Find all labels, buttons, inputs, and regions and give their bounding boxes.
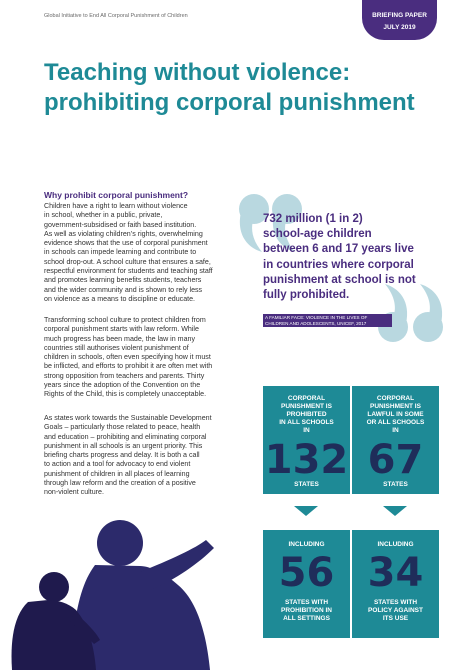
stat-caption: STATES WITH PROHIBITION IN ALL SETTINGS <box>267 599 346 623</box>
quote-line: punishment at school is not <box>263 273 416 286</box>
quote-line: between 6 and 17 years live <box>263 243 414 256</box>
text-line: to action and a tool for advocacy to end… <box>44 460 191 469</box>
paragraph-3: As states work towards the Sustainable D… <box>44 414 252 498</box>
text-line: in school, whether in a public, private, <box>44 211 163 220</box>
text-line: children in schools, often even specifyi… <box>44 353 211 362</box>
text-line: punishment of children in all places of … <box>44 469 190 478</box>
caption-line: CORPORAL <box>376 395 415 402</box>
text-line: government-subsidised or faith based ins… <box>44 220 197 229</box>
quote-line: in countries where corporal <box>263 258 414 271</box>
text-line: and education – prohibiting and eliminat… <box>44 432 207 441</box>
text-line: much progress has been made, the law in … <box>44 334 196 343</box>
caption-line: OR ALL SCHOOLS <box>366 419 425 426</box>
stat-caption: STATES <box>356 481 435 489</box>
text-line: on violence as a means to discipline or … <box>44 294 196 303</box>
page-title: Teaching without violence: prohibiting c… <box>44 58 444 118</box>
stat-box-all-settings: INCLUDING 56 STATES WITH PROHIBITION IN … <box>263 530 350 638</box>
text-line: As states work towards the Sustainable D… <box>44 414 212 422</box>
text-line: and the wider community and is shown to … <box>44 285 203 294</box>
caption-line: STATES <box>383 481 408 488</box>
caption-line: POLICY AGAINST <box>368 607 423 614</box>
caption-line: STATES WITH <box>373 599 418 606</box>
text-line: in schools can impede learning and contr… <box>44 248 197 257</box>
caption-line: PROHIBITED <box>286 411 327 418</box>
caption-line: ALL SETTINGS <box>283 615 330 622</box>
child-silhouette <box>11 572 100 670</box>
briefing-badge: BRIEFING PAPER JULY 2019 <box>362 0 437 40</box>
caption-line: ITS USE <box>382 615 409 622</box>
text-line: punishment in all schools is an urgent p… <box>44 441 203 450</box>
section-heading: Why prohibit corporal punishment? <box>44 190 189 200</box>
caption-line: PUNISHMENT IS <box>281 403 332 410</box>
stat-caption: INCLUDING <box>356 541 435 549</box>
quote-line: fully prohibited. <box>263 289 350 302</box>
caption-line: INCLUDING <box>377 541 414 548</box>
down-arrow-icon <box>383 506 407 516</box>
caption-line: IN <box>303 427 310 434</box>
text-line: strong opposition from teachers and pare… <box>44 371 205 380</box>
paragraph-2: Transforming school culture to protect c… <box>44 316 252 400</box>
text-line: Children have a right to learn without v… <box>44 202 188 210</box>
text-line: through law reform and the creation of a… <box>44 479 196 488</box>
caption-line: PUNISHMENT IS <box>370 403 421 410</box>
stat-box-policy: INCLUDING 34 STATES WITH POLICY AGAINST … <box>352 530 439 638</box>
adult-silhouette <box>70 520 214 670</box>
stat-caption: INCLUDING <box>267 541 346 549</box>
text-line: As well as violating children’s rights, … <box>44 229 203 238</box>
stat-caption: CORPORAL PUNISHMENT IS LAWFUL IN SOME OR… <box>356 395 435 435</box>
text-line: years since the adoption of the Conventi… <box>44 381 201 390</box>
text-line: Rights of the Child, this is completely … <box>44 390 207 399</box>
stat-number: 132 <box>264 437 349 483</box>
text-line: Goals – particularly those related to pe… <box>44 423 201 432</box>
quote-line: 732 million (1 in 2) <box>263 213 363 225</box>
organization-name: Global Initiative to End All Corporal Pu… <box>44 13 188 19</box>
stat-number: 56 <box>278 550 335 596</box>
stat-number: 67 <box>367 437 424 483</box>
caption-line: INCLUDING <box>288 541 325 548</box>
text-line: evidence shows that the use of corporal … <box>44 239 208 248</box>
title-line: Teaching without violence: <box>44 59 351 86</box>
text-line: countries still authorises violent punis… <box>44 343 189 352</box>
text-line: corporal punishment starts with law refo… <box>44 325 199 334</box>
badge-label: BRIEFING PAPER <box>372 12 427 19</box>
text-line: Transforming school culture to protect c… <box>44 316 206 324</box>
caption-line: IN ALL SCHOOLS <box>279 419 334 426</box>
source-line: CHILDREN AND ADOLESCENTS, UNICEF, 2017 <box>265 320 367 326</box>
title-line: prohibiting corporal punishment <box>44 89 415 116</box>
text-line: non-violent culture. <box>44 488 104 497</box>
text-line: respectful environment for students and … <box>44 267 213 276</box>
source-line: A FAMILIAR FACE: VIOLENCE IN THE LIVES O… <box>265 315 368 320</box>
stat-box-prohibited: CORPORAL PUNISHMENT IS PROHIBITED IN ALL… <box>263 386 350 494</box>
caption-line: STATES <box>294 481 319 488</box>
paragraph-1: Children have a right to learn without v… <box>44 202 252 304</box>
text-line: be inflicted, and efforts to prohibit it… <box>44 362 213 371</box>
quote-source: A FAMILIAR FACE: VIOLENCE IN THE LIVES O… <box>263 314 392 328</box>
stat-caption: STATES <box>267 481 346 489</box>
stat-box-lawful: CORPORAL PUNISHMENT IS LAWFUL IN SOME OR… <box>352 386 439 494</box>
badge-date: JULY 2019 <box>383 24 416 31</box>
text-line: and promotes learning benefits students,… <box>44 276 202 285</box>
open-quote-icon <box>239 194 302 252</box>
stat-number: 34 <box>367 550 424 596</box>
caption-line: CORPORAL <box>287 395 326 402</box>
caption-line: PROHIBITION IN <box>281 607 332 614</box>
stat-caption: CORPORAL PUNISHMENT IS PROHIBITED IN ALL… <box>267 395 346 435</box>
stat-caption: STATES WITH POLICY AGAINST ITS USE <box>356 599 435 623</box>
key-statistic-quote: 732 million (1 in 2) school-age children… <box>263 212 438 303</box>
caption-line: IN <box>392 427 399 434</box>
caption-line: STATES WITH <box>284 599 329 606</box>
down-arrow-icon <box>294 506 318 516</box>
text-line: school drop-out. A school culture that e… <box>44 257 211 266</box>
quote-line: school-age children <box>263 228 372 241</box>
text-line: briefing charts progress and delay. It i… <box>44 451 200 460</box>
caption-line: LAWFUL IN SOME <box>367 411 424 418</box>
